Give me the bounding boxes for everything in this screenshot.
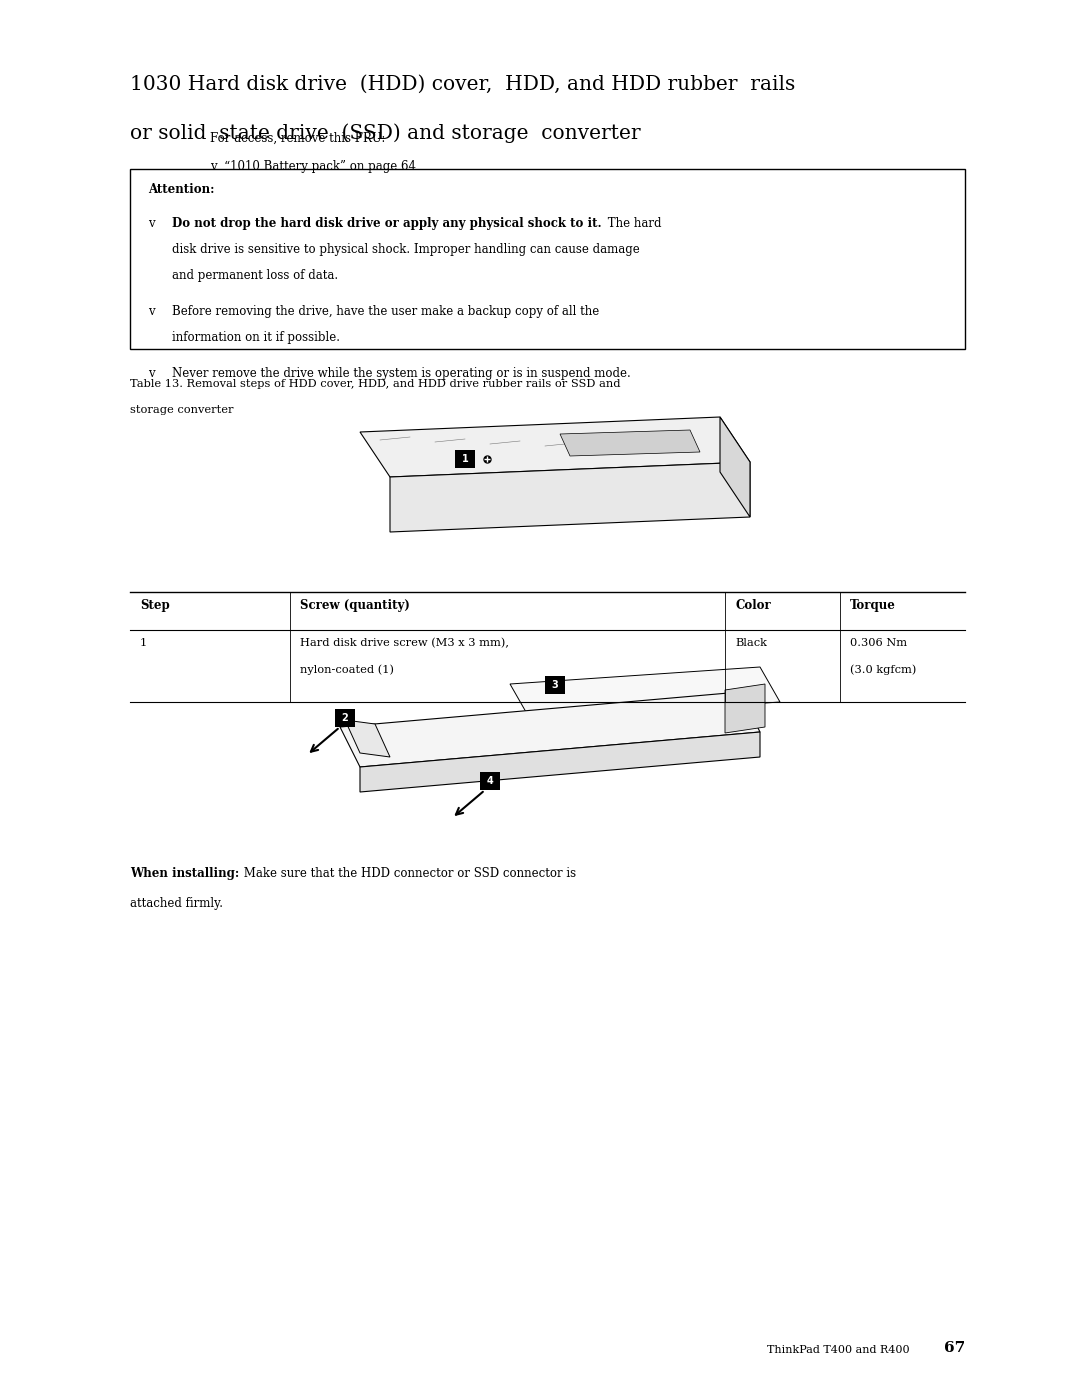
- Text: When installing:: When installing:: [130, 868, 240, 880]
- Text: information on it if possible.: information on it if possible.: [172, 331, 340, 344]
- Text: 4: 4: [487, 775, 494, 787]
- Text: and permanent loss of data.: and permanent loss of data.: [172, 270, 338, 282]
- Text: disk drive is sensitive to physical shock. Improper handling can cause damage: disk drive is sensitive to physical shoc…: [172, 243, 639, 256]
- Text: Black: Black: [735, 638, 767, 648]
- Text: The hard: The hard: [604, 217, 661, 231]
- Bar: [335, 710, 355, 726]
- Text: Attention:: Attention:: [148, 183, 215, 196]
- Polygon shape: [510, 666, 780, 719]
- Text: v: v: [148, 305, 154, 319]
- Text: 1030 Hard disk drive  (HDD) cover,  HDD, and HDD rubber  rails: 1030 Hard disk drive (HDD) cover, HDD, a…: [130, 75, 795, 94]
- Text: (3.0 kgfcm): (3.0 kgfcm): [850, 664, 916, 675]
- Text: Step: Step: [140, 599, 170, 612]
- Polygon shape: [360, 732, 760, 792]
- Polygon shape: [720, 416, 750, 517]
- Text: Before removing the drive, have the user make a backup copy of all the: Before removing the drive, have the user…: [172, 305, 599, 319]
- Text: Screw (quantity): Screw (quantity): [300, 599, 410, 612]
- Text: 3: 3: [552, 680, 558, 690]
- Text: v: v: [148, 217, 154, 231]
- Text: Never remove the drive while the system is operating or is in suspend mode.: Never remove the drive while the system …: [172, 367, 631, 380]
- Text: Table 13. Removal steps of HDD cover, HDD, and HDD drive rubber rails or SSD and: Table 13. Removal steps of HDD cover, HD…: [130, 379, 621, 388]
- Text: Make sure that the HDD connector or SSD connector is: Make sure that the HDD connector or SSD …: [240, 868, 576, 880]
- Text: 67: 67: [944, 1341, 966, 1355]
- Text: Color: Color: [735, 599, 771, 612]
- Text: nylon-coated (1): nylon-coated (1): [300, 664, 394, 675]
- Polygon shape: [360, 416, 750, 476]
- Polygon shape: [340, 692, 760, 767]
- Polygon shape: [390, 462, 750, 532]
- Text: Do not drop the hard disk drive or apply any physical shock to it.: Do not drop the hard disk drive or apply…: [172, 217, 602, 231]
- Text: 1: 1: [461, 454, 469, 464]
- Text: 1: 1: [140, 638, 147, 648]
- Text: For access, remove this FRU:: For access, remove this FRU:: [210, 131, 386, 145]
- Text: v  “1010 Battery pack” on page 64: v “1010 Battery pack” on page 64: [210, 161, 416, 173]
- Bar: [545, 676, 565, 694]
- Polygon shape: [345, 719, 390, 757]
- Text: attached firmly.: attached firmly.: [130, 897, 222, 909]
- Text: 0.306 Nm: 0.306 Nm: [850, 638, 907, 648]
- Bar: [480, 773, 500, 789]
- Text: Hard disk drive screw (M3 x 3 mm),: Hard disk drive screw (M3 x 3 mm),: [300, 638, 509, 648]
- Text: 2: 2: [341, 712, 349, 724]
- Polygon shape: [561, 430, 700, 455]
- Bar: [455, 450, 475, 468]
- Text: Torque: Torque: [850, 599, 896, 612]
- Text: v: v: [148, 367, 154, 380]
- Text: or solid  state drive  (SSD) and storage  converter: or solid state drive (SSD) and storage c…: [130, 123, 640, 142]
- Polygon shape: [725, 685, 765, 733]
- Text: storage converter: storage converter: [130, 405, 233, 415]
- Text: ThinkPad T400 and R400: ThinkPad T400 and R400: [768, 1345, 910, 1355]
- FancyBboxPatch shape: [130, 169, 966, 349]
